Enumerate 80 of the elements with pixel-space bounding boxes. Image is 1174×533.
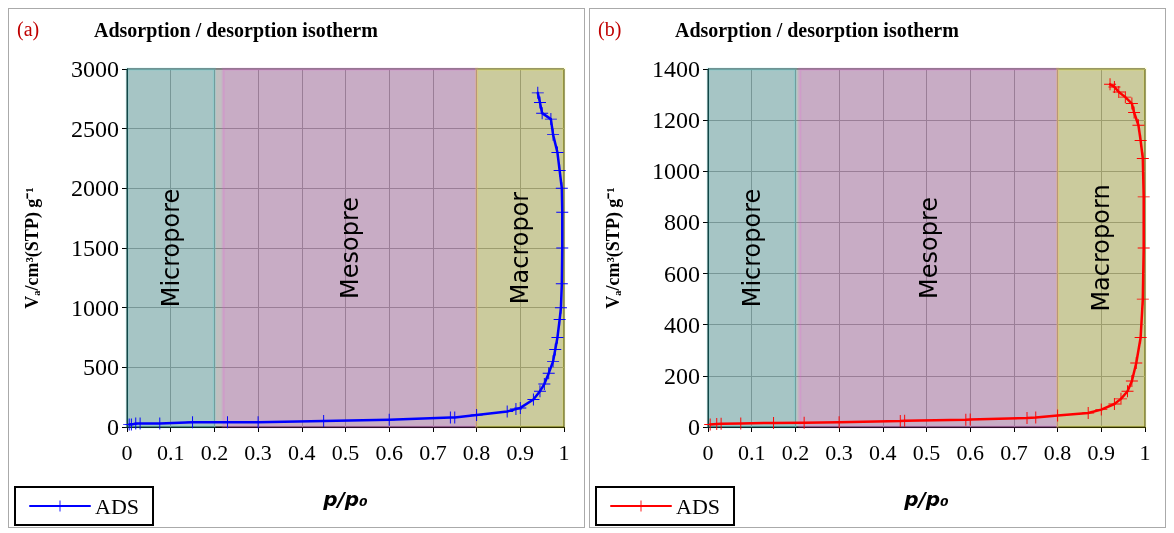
y-axis-title: Vₐ/cm³(STP) g⁻¹ [22,187,43,309]
y-tick-label: 600 [664,260,700,287]
x-tick-label: 0.7 [1000,439,1028,465]
legend-label: ADS [95,493,140,519]
x-tick-label: 0.5 [912,439,941,465]
y-tick-label: 800 [664,209,700,236]
point [1119,91,1132,104]
point [1130,357,1143,370]
legend-label: ADS [676,493,721,519]
y-tick-label: 400 [664,311,700,338]
x-axis-title: p/p₀ [903,487,950,511]
x-tick-label: 0.7 [419,439,447,465]
x-tick-label: 0.1 [737,439,766,465]
y-axis-title: Vₐ/cm³(STP) g⁻¹ [603,187,624,309]
x-tick-label: 0.8 [1043,439,1072,465]
point [547,355,560,368]
point [1125,97,1138,110]
text: (a) [17,18,40,41]
x-tick-label: 0.3 [244,439,272,465]
x-tick-label: 0.5 [331,439,360,465]
y-tick-label: 200 [664,362,700,389]
point [538,378,551,391]
point [509,403,522,416]
point [527,393,540,406]
x-tick-label: 0.1 [156,439,185,465]
point [551,331,564,344]
point [547,128,560,141]
point [1134,134,1147,147]
point [1128,106,1141,119]
x-tick-label: 1 [1139,439,1151,465]
x-tick-label: 0.2 [781,439,810,465]
y-tick-label: 500 [83,354,119,381]
y-tick-label: 1000 [71,294,119,321]
band-label: Micropore [737,188,766,308]
point [470,409,483,422]
y-tick-label: 2000 [71,175,119,202]
point [1121,385,1134,398]
x-tick-label: 0.9 [1087,439,1116,465]
point [553,164,566,177]
y-tick-label: 0 [688,414,700,440]
text: (b) [598,18,622,41]
x-tick-label: 0.3 [825,439,853,465]
y-tick-label: 1400 [652,56,700,82]
chart-title: Adsorption / desorption isotherm [94,19,379,42]
y-tick-label: 1200 [652,107,700,134]
point [1082,406,1095,419]
band-label: Macroporn [1087,184,1116,312]
band-label: Micropore [156,188,185,308]
point [531,86,544,99]
point [1095,403,1108,416]
point [533,385,546,398]
x-tick-label: 0.2 [200,439,229,465]
point [1125,374,1138,387]
x-tick-label: 1 [558,439,570,465]
point [514,401,527,414]
band-label: Mesopre [335,197,364,299]
x-axis-title: p/p₀ [322,487,369,511]
x-tick-label: 0.6 [375,439,403,465]
x-tick-label: 0.4 [869,439,897,465]
point [542,367,555,380]
point [536,107,549,120]
y-tick-label: 1500 [71,235,119,261]
point [1104,78,1117,91]
point [551,146,564,159]
point [544,113,557,126]
x-tick-label: 0.9 [506,439,535,465]
point [549,343,562,356]
x-tick-label: 0.4 [288,439,316,465]
y-tick-label: 1000 [652,158,700,185]
point [533,96,546,109]
x-tick-label: 0.6 [956,439,984,465]
band-label: Mesopre [914,197,943,299]
y-tick-label: 0 [107,414,119,440]
y-tick-label: 3000 [71,56,119,82]
x-tick-label: 0.8 [462,439,491,465]
point [1114,392,1127,405]
point [1132,119,1145,132]
y-tick-label: 2500 [71,115,119,142]
chart-title: Adsorption / desorption isotherm [675,19,960,42]
band-label: Macropor [506,191,535,305]
